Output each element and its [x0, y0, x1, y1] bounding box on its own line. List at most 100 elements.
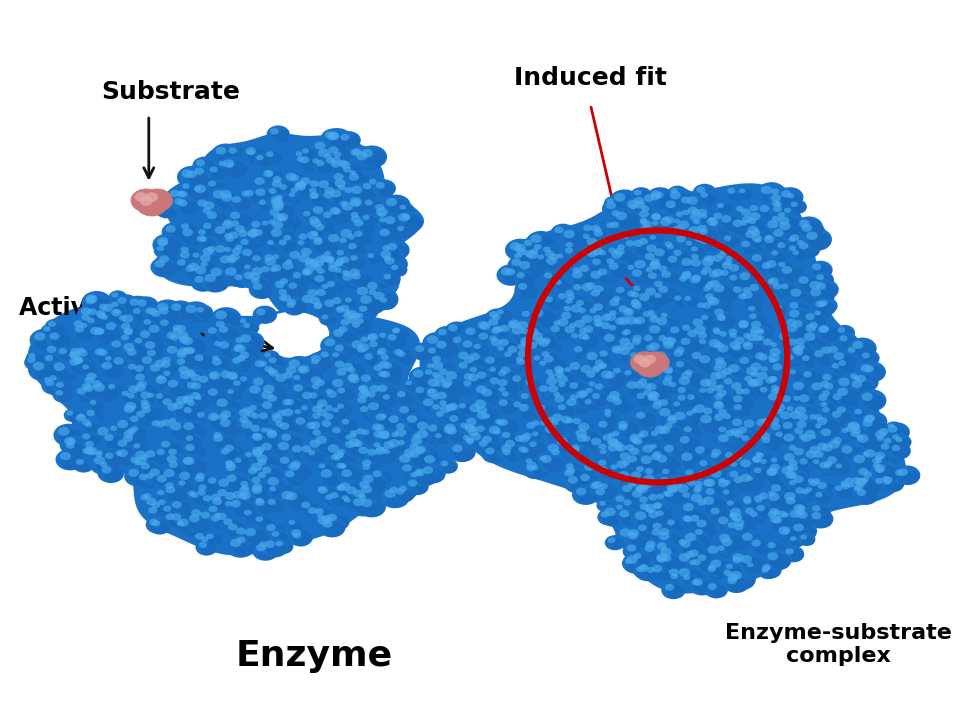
- Circle shape: [682, 258, 692, 266]
- Circle shape: [344, 498, 350, 503]
- Circle shape: [617, 288, 635, 301]
- Circle shape: [181, 169, 193, 178]
- Circle shape: [814, 391, 839, 410]
- Circle shape: [91, 401, 105, 411]
- Circle shape: [324, 285, 336, 295]
- Circle shape: [703, 497, 714, 505]
- Circle shape: [361, 482, 382, 498]
- Circle shape: [609, 262, 619, 270]
- Circle shape: [792, 485, 816, 503]
- Circle shape: [357, 482, 386, 503]
- Circle shape: [772, 517, 794, 533]
- Circle shape: [579, 307, 586, 313]
- Circle shape: [603, 434, 612, 441]
- Circle shape: [137, 492, 158, 508]
- Circle shape: [798, 533, 815, 546]
- Circle shape: [676, 351, 694, 365]
- Circle shape: [197, 412, 204, 418]
- Circle shape: [194, 384, 212, 398]
- Circle shape: [477, 411, 488, 419]
- Circle shape: [632, 354, 647, 365]
- Circle shape: [296, 386, 315, 400]
- Circle shape: [732, 513, 742, 521]
- Circle shape: [707, 369, 734, 390]
- Circle shape: [353, 441, 363, 447]
- Circle shape: [532, 420, 540, 426]
- Circle shape: [643, 482, 653, 488]
- Circle shape: [352, 314, 371, 328]
- Circle shape: [866, 417, 886, 432]
- Circle shape: [440, 423, 468, 444]
- Circle shape: [811, 447, 832, 463]
- Circle shape: [586, 282, 596, 289]
- Circle shape: [298, 389, 325, 409]
- Circle shape: [732, 557, 741, 563]
- Circle shape: [789, 480, 796, 485]
- Circle shape: [670, 480, 691, 495]
- Circle shape: [317, 225, 335, 239]
- Circle shape: [699, 493, 728, 516]
- Circle shape: [529, 252, 552, 269]
- Circle shape: [666, 446, 685, 462]
- Circle shape: [765, 345, 795, 366]
- Circle shape: [582, 283, 593, 292]
- Circle shape: [93, 450, 110, 463]
- Circle shape: [343, 295, 360, 309]
- Circle shape: [188, 266, 206, 281]
- Circle shape: [348, 442, 367, 456]
- Circle shape: [783, 463, 803, 477]
- Circle shape: [220, 480, 242, 497]
- Circle shape: [682, 437, 702, 452]
- Circle shape: [859, 474, 877, 489]
- Circle shape: [396, 488, 404, 495]
- Circle shape: [623, 197, 653, 219]
- Circle shape: [521, 436, 542, 452]
- Circle shape: [669, 416, 685, 428]
- Circle shape: [671, 488, 688, 501]
- Circle shape: [440, 404, 451, 413]
- Circle shape: [547, 418, 564, 431]
- Circle shape: [516, 254, 531, 266]
- Circle shape: [631, 284, 650, 298]
- Circle shape: [632, 205, 645, 215]
- Circle shape: [329, 132, 339, 140]
- Circle shape: [108, 384, 115, 390]
- Circle shape: [638, 487, 654, 499]
- Circle shape: [552, 434, 581, 456]
- Circle shape: [319, 401, 339, 416]
- Circle shape: [341, 256, 349, 264]
- Circle shape: [339, 486, 355, 498]
- Circle shape: [738, 339, 766, 359]
- Circle shape: [720, 346, 741, 362]
- Circle shape: [387, 491, 409, 508]
- Circle shape: [771, 457, 778, 462]
- Circle shape: [657, 427, 679, 444]
- Circle shape: [156, 361, 179, 377]
- Circle shape: [40, 324, 60, 338]
- Circle shape: [630, 194, 657, 214]
- Circle shape: [151, 326, 172, 343]
- Circle shape: [137, 452, 159, 469]
- Circle shape: [758, 562, 781, 578]
- Circle shape: [508, 320, 520, 328]
- Circle shape: [799, 395, 809, 402]
- Circle shape: [514, 328, 537, 344]
- Circle shape: [384, 490, 396, 498]
- Circle shape: [258, 413, 268, 419]
- Circle shape: [618, 482, 644, 501]
- Circle shape: [769, 544, 785, 556]
- Circle shape: [662, 337, 674, 346]
- Circle shape: [509, 372, 532, 390]
- Circle shape: [647, 289, 669, 305]
- Circle shape: [679, 388, 696, 400]
- Circle shape: [239, 189, 259, 204]
- Circle shape: [724, 361, 754, 383]
- Circle shape: [793, 448, 804, 456]
- Circle shape: [765, 235, 772, 240]
- Circle shape: [210, 430, 231, 446]
- Circle shape: [342, 495, 348, 500]
- Circle shape: [824, 437, 854, 459]
- Circle shape: [653, 194, 671, 209]
- Circle shape: [683, 492, 690, 498]
- Circle shape: [627, 469, 654, 488]
